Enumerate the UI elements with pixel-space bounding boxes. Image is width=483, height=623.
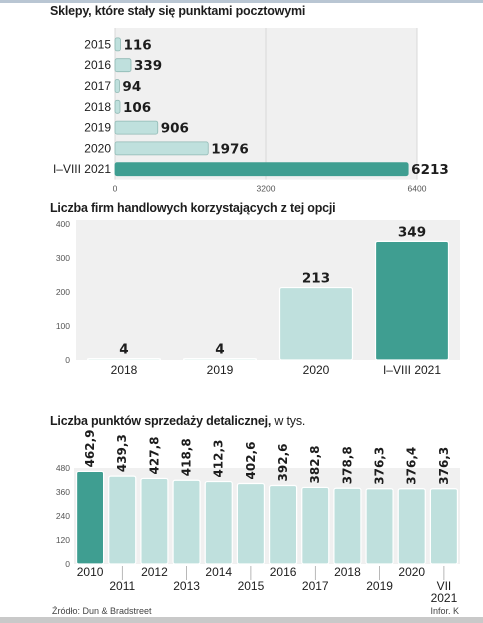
bar [114,58,132,73]
bar [301,486,330,565]
title-text: Liczba punktów sprzedaży detalicznej, [50,414,272,428]
value-label: 116 [123,37,151,53]
category-label: 2020 [303,363,330,377]
category-label: 2019 [84,121,111,135]
value-label: 382,8 [308,445,322,483]
footer-credit: Infor. K [430,606,459,616]
category-label: 2016 [84,58,111,72]
bar [236,482,266,565]
category-label: 2020 [84,141,111,155]
value-label: 1976 [211,141,249,157]
y-tick-label: 240 [56,511,70,521]
chart-title-retail-points: Liczba punktów sprzedaży detalicznej, w … [50,414,305,428]
plot-background [74,468,460,564]
bar [365,488,394,565]
category-label: 2015 [84,37,111,51]
title-text: Liczba firm handlowych korzystających z … [50,201,336,215]
category-label: I–VIII 2021 [383,363,441,377]
x-tick-label: 6400 [408,184,427,194]
category-label: 2020 [398,565,425,579]
value-label: 906 [161,121,189,137]
chart-post-points: 2015 116 2016 339 2017 94 2018 106 2019 906 2020 19… [53,28,449,194]
value-label: 376,3 [437,447,451,485]
bar [108,475,137,565]
y-tick-label: 360 [56,487,70,497]
category-label: 2015 [238,579,265,593]
value-label: 349 [398,224,426,240]
bar [429,488,459,565]
value-label: 402,6 [244,442,258,480]
category-label: I–VIII 2021 [53,162,111,176]
value-label: 6213 [411,162,449,178]
category-label: 2019 [366,579,393,593]
chart-retail-firms: 0 100 200 300 400 4 2018 4 2019 213 2020 349 I–VIII … [56,219,460,377]
y-tick-label: 300 [56,253,70,263]
bar [374,240,450,361]
bar [204,480,233,565]
chart-title-retail-firms: Liczba firm handlowych korzystających z … [50,201,336,215]
top-rule [0,0,483,3]
bar [140,477,169,565]
value-label: 339 [134,58,162,74]
value-label: 462,9 [83,429,97,467]
bar [172,479,201,565]
bar [114,99,121,114]
bar [75,470,105,565]
category-label: 2017 [302,579,329,593]
title-unit: w tys. [274,414,306,428]
value-label: 418,8 [180,438,194,476]
bar [114,141,209,156]
title-text: Sklepy, które stały się punktami pocztow… [50,4,306,18]
value-label: 106 [123,100,151,116]
y-tick-label: 480 [56,463,70,473]
category-label: 2019 [207,363,234,377]
category-label: 2016 [270,565,297,579]
value-label: 412,3 [212,440,226,478]
bar [182,358,258,361]
value-label: 392,6 [276,444,290,482]
bar [278,286,354,361]
category-label: 2018 [84,100,111,114]
category-label: 2017 [84,79,111,93]
value-label: 376,3 [373,447,387,485]
category-label: 2018 [111,363,138,377]
y-tick-label: 200 [56,287,70,297]
category-label: 2021 [431,591,458,605]
bar [86,358,162,361]
value-label: 427,8 [147,436,161,474]
value-label: 94 [122,79,141,95]
category-label: 2018 [334,565,361,579]
category-label: 2013 [173,579,200,593]
value-label: 439,3 [115,434,129,472]
chart-title-post-points: Sklepy, które stały się punktami pocztow… [50,4,305,18]
value-label: 4 [215,342,224,358]
value-label: 378,8 [340,446,354,484]
category-label: VII [437,579,452,593]
category-label: 2012 [141,565,168,579]
bar [114,37,121,52]
bar [333,487,362,565]
value-label: 376,4 [405,447,419,485]
bar [114,79,120,93]
footer-source: Źródło: Dun & Bradstreet [52,606,152,616]
x-tick-label: 0 [113,184,118,194]
y-tick-label: 0 [65,355,70,365]
category-label: 2011 [109,579,135,593]
y-tick-label: 100 [56,321,70,331]
y-tick-label: 0 [65,559,70,569]
value-label: 4 [119,342,128,358]
y-tick-label: 400 [56,219,70,229]
bar [114,162,409,177]
y-tick-label: 120 [56,535,70,545]
bottom-strip [0,617,483,623]
x-tick-label: 3200 [257,184,276,194]
category-label: 2014 [205,565,232,579]
bar [114,120,159,135]
bar [397,488,426,565]
bar [268,484,298,565]
value-label: 213 [302,271,330,287]
chart-retail-points: 0 120 240 360 480 462,9 2010 439,3 2011 427,8 2012… [56,429,460,605]
category-label: 2010 [77,565,104,579]
